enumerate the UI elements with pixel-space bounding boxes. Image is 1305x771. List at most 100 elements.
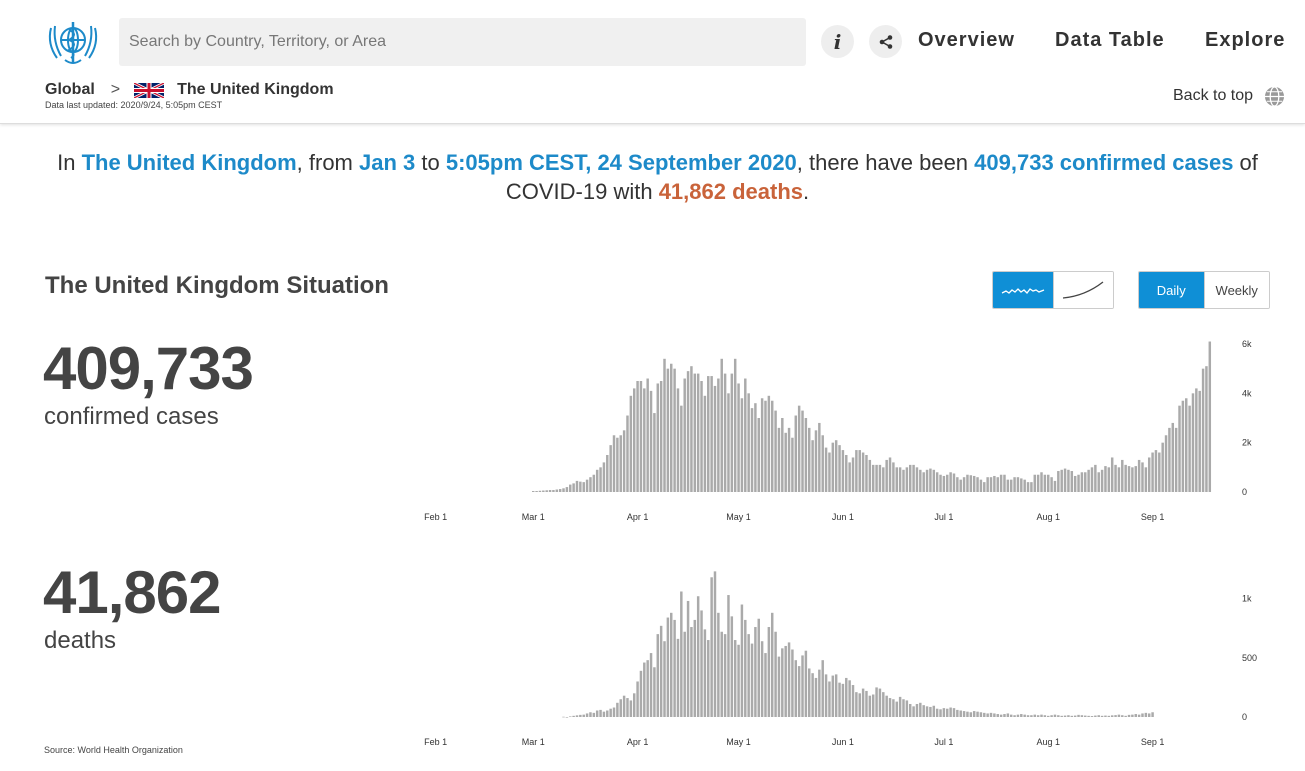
cases-chart-bar[interactable] — [717, 378, 720, 492]
cases-chart-bar[interactable] — [774, 410, 777, 492]
cases-chart-bar[interactable] — [663, 358, 666, 492]
cases-chart-bar[interactable] — [740, 398, 744, 492]
deaths-chart-bar[interactable] — [1114, 715, 1117, 717]
deaths-chart-bar[interactable] — [946, 708, 949, 717]
deaths-chart-bar[interactable] — [925, 706, 929, 717]
cases-chart-bar[interactable] — [956, 477, 959, 492]
cases-chart-bar[interactable] — [1047, 474, 1050, 492]
deaths-chart-bar[interactable] — [1151, 712, 1154, 717]
cases-chart-bar[interactable] — [737, 383, 740, 492]
cases-chart-bar[interactable] — [1050, 477, 1053, 492]
deaths-chart-bar[interactable] — [616, 702, 619, 717]
cases-chart-bar[interactable] — [1090, 467, 1094, 492]
cases-chart-bar[interactable] — [767, 395, 771, 492]
deaths-chart-bar[interactable] — [1121, 715, 1124, 717]
cases-chart-bar[interactable] — [993, 475, 996, 492]
cases-chart-bar[interactable] — [609, 445, 612, 492]
cases-chart-bar[interactable] — [808, 427, 811, 492]
deaths-chart-bar[interactable] — [774, 631, 777, 717]
deaths-chart-bar[interactable] — [707, 640, 710, 717]
cases-chart-bar[interactable] — [538, 490, 542, 492]
deaths-chart-bar[interactable] — [757, 618, 760, 717]
cases-chart-bar[interactable] — [686, 371, 690, 492]
deaths-chart-bar[interactable] — [935, 708, 939, 717]
cases-chart-bar[interactable] — [871, 464, 875, 492]
deaths-chart-bar[interactable] — [1050, 715, 1053, 717]
deaths-chart-bar[interactable] — [1063, 715, 1067, 717]
deaths-chart-bar[interactable] — [582, 714, 585, 717]
cases-chart-bar[interactable] — [589, 477, 592, 492]
cases-chart-bar[interactable] — [632, 388, 636, 492]
deaths-chart-bar[interactable] — [908, 703, 912, 717]
period-daily-button[interactable]: Daily — [1139, 272, 1204, 308]
cases-chart-bar[interactable] — [754, 403, 757, 492]
cases-chart-bar[interactable] — [1053, 480, 1057, 492]
cases-chart-bar[interactable] — [1033, 474, 1037, 492]
cases-chart-bar[interactable] — [575, 480, 579, 492]
cases-chart-bar[interactable] — [764, 400, 767, 492]
cases-chart-bar[interactable] — [841, 450, 845, 492]
deaths-chart-bar[interactable] — [636, 681, 639, 717]
cases-chart-bar[interactable] — [622, 430, 626, 492]
deaths-chart-bar[interactable] — [760, 641, 764, 717]
deaths-chart-bar[interactable] — [1104, 715, 1107, 717]
who-logo-icon[interactable] — [43, 14, 103, 68]
deaths-chart-bar[interactable] — [1084, 715, 1087, 717]
deaths-chart-bar[interactable] — [966, 711, 969, 717]
deaths-chart-bar[interactable] — [606, 710, 609, 717]
cases-chart-bar[interactable] — [595, 469, 599, 492]
cases-chart-bar[interactable] — [656, 383, 660, 492]
cases-chart-bar[interactable] — [659, 381, 663, 492]
deaths-chart-bar[interactable] — [676, 638, 680, 717]
deaths-chart-bar[interactable] — [696, 596, 700, 717]
cases-chart-bar[interactable] — [946, 474, 949, 492]
deaths-chart-bar[interactable] — [989, 712, 993, 717]
deaths-chart-bar[interactable] — [723, 634, 727, 717]
deaths-chart-bar[interactable] — [898, 696, 902, 717]
cases-chart-bar[interactable] — [565, 487, 569, 492]
deaths-chart-bar[interactable] — [643, 662, 646, 717]
deaths-chart-bar[interactable] — [747, 634, 750, 717]
deaths-chart-bar[interactable] — [838, 682, 841, 717]
deaths-chart-bar[interactable] — [996, 714, 999, 717]
deaths-chart-bar[interactable] — [744, 619, 747, 717]
cases-chart-bar[interactable] — [639, 381, 643, 492]
cases-chart-bar[interactable] — [1181, 400, 1185, 492]
deaths-chart-bar[interactable] — [787, 642, 791, 717]
cases-chart-bar[interactable] — [1036, 474, 1040, 492]
deaths-chart-bar[interactable] — [670, 612, 673, 717]
deaths-chart-bar[interactable] — [733, 640, 737, 717]
cases-chart-bar[interactable] — [1191, 393, 1195, 492]
deaths-chart-bar[interactable] — [1073, 715, 1077, 717]
deaths-chart-bar[interactable] — [912, 706, 915, 717]
deaths-chart-bar[interactable] — [767, 627, 771, 717]
deaths-chart-bar[interactable] — [892, 699, 895, 717]
cases-chart-bar[interactable] — [791, 437, 794, 492]
cases-chart-bar[interactable] — [1121, 459, 1124, 492]
cases-chart-bar[interactable] — [1063, 468, 1067, 492]
deaths-chart-bar[interactable] — [929, 706, 932, 717]
deaths-chart-bar[interactable] — [1030, 715, 1033, 717]
deaths-chart-bar[interactable] — [727, 595, 730, 717]
cases-chart-bar[interactable] — [972, 475, 976, 492]
cases-chart-bar[interactable] — [834, 440, 838, 492]
daily-bars-toggle[interactable] — [993, 272, 1053, 308]
deaths-chart-bar[interactable] — [855, 692, 858, 717]
deaths-chart-bar[interactable] — [801, 655, 804, 717]
deaths-chart-bar[interactable] — [1006, 713, 1010, 717]
deaths-chart-bar[interactable] — [939, 709, 942, 717]
cases-chart-bar[interactable] — [959, 479, 962, 492]
cases-chart-bar[interactable] — [683, 378, 686, 492]
cases-chart-bar[interactable] — [757, 418, 760, 492]
cases-chart-bar[interactable] — [942, 475, 946, 492]
deaths-chart-bar[interactable] — [993, 713, 996, 717]
deaths-chart-bar[interactable] — [680, 591, 683, 718]
deaths-chart-bar[interactable] — [569, 716, 572, 718]
deaths-chart-bar[interactable] — [1131, 714, 1134, 717]
cases-chart-bar[interactable] — [770, 400, 774, 492]
deaths-chart-bar[interactable] — [770, 612, 774, 717]
cases-chart-bar[interactable] — [713, 385, 717, 492]
deaths-chart-bar[interactable] — [659, 625, 663, 717]
cases-chart-bar[interactable] — [1073, 475, 1077, 492]
deaths-chart-bar[interactable] — [737, 644, 740, 717]
